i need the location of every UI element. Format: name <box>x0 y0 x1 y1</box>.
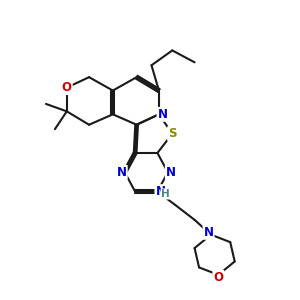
Text: S: S <box>168 127 176 140</box>
Text: N: N <box>158 108 167 121</box>
Text: O: O <box>62 81 72 94</box>
Text: N: N <box>166 166 176 179</box>
Text: N: N <box>204 226 214 239</box>
Text: H: H <box>161 189 170 199</box>
Text: N: N <box>117 166 127 179</box>
Text: N: N <box>155 185 165 198</box>
Text: O: O <box>213 271 224 284</box>
